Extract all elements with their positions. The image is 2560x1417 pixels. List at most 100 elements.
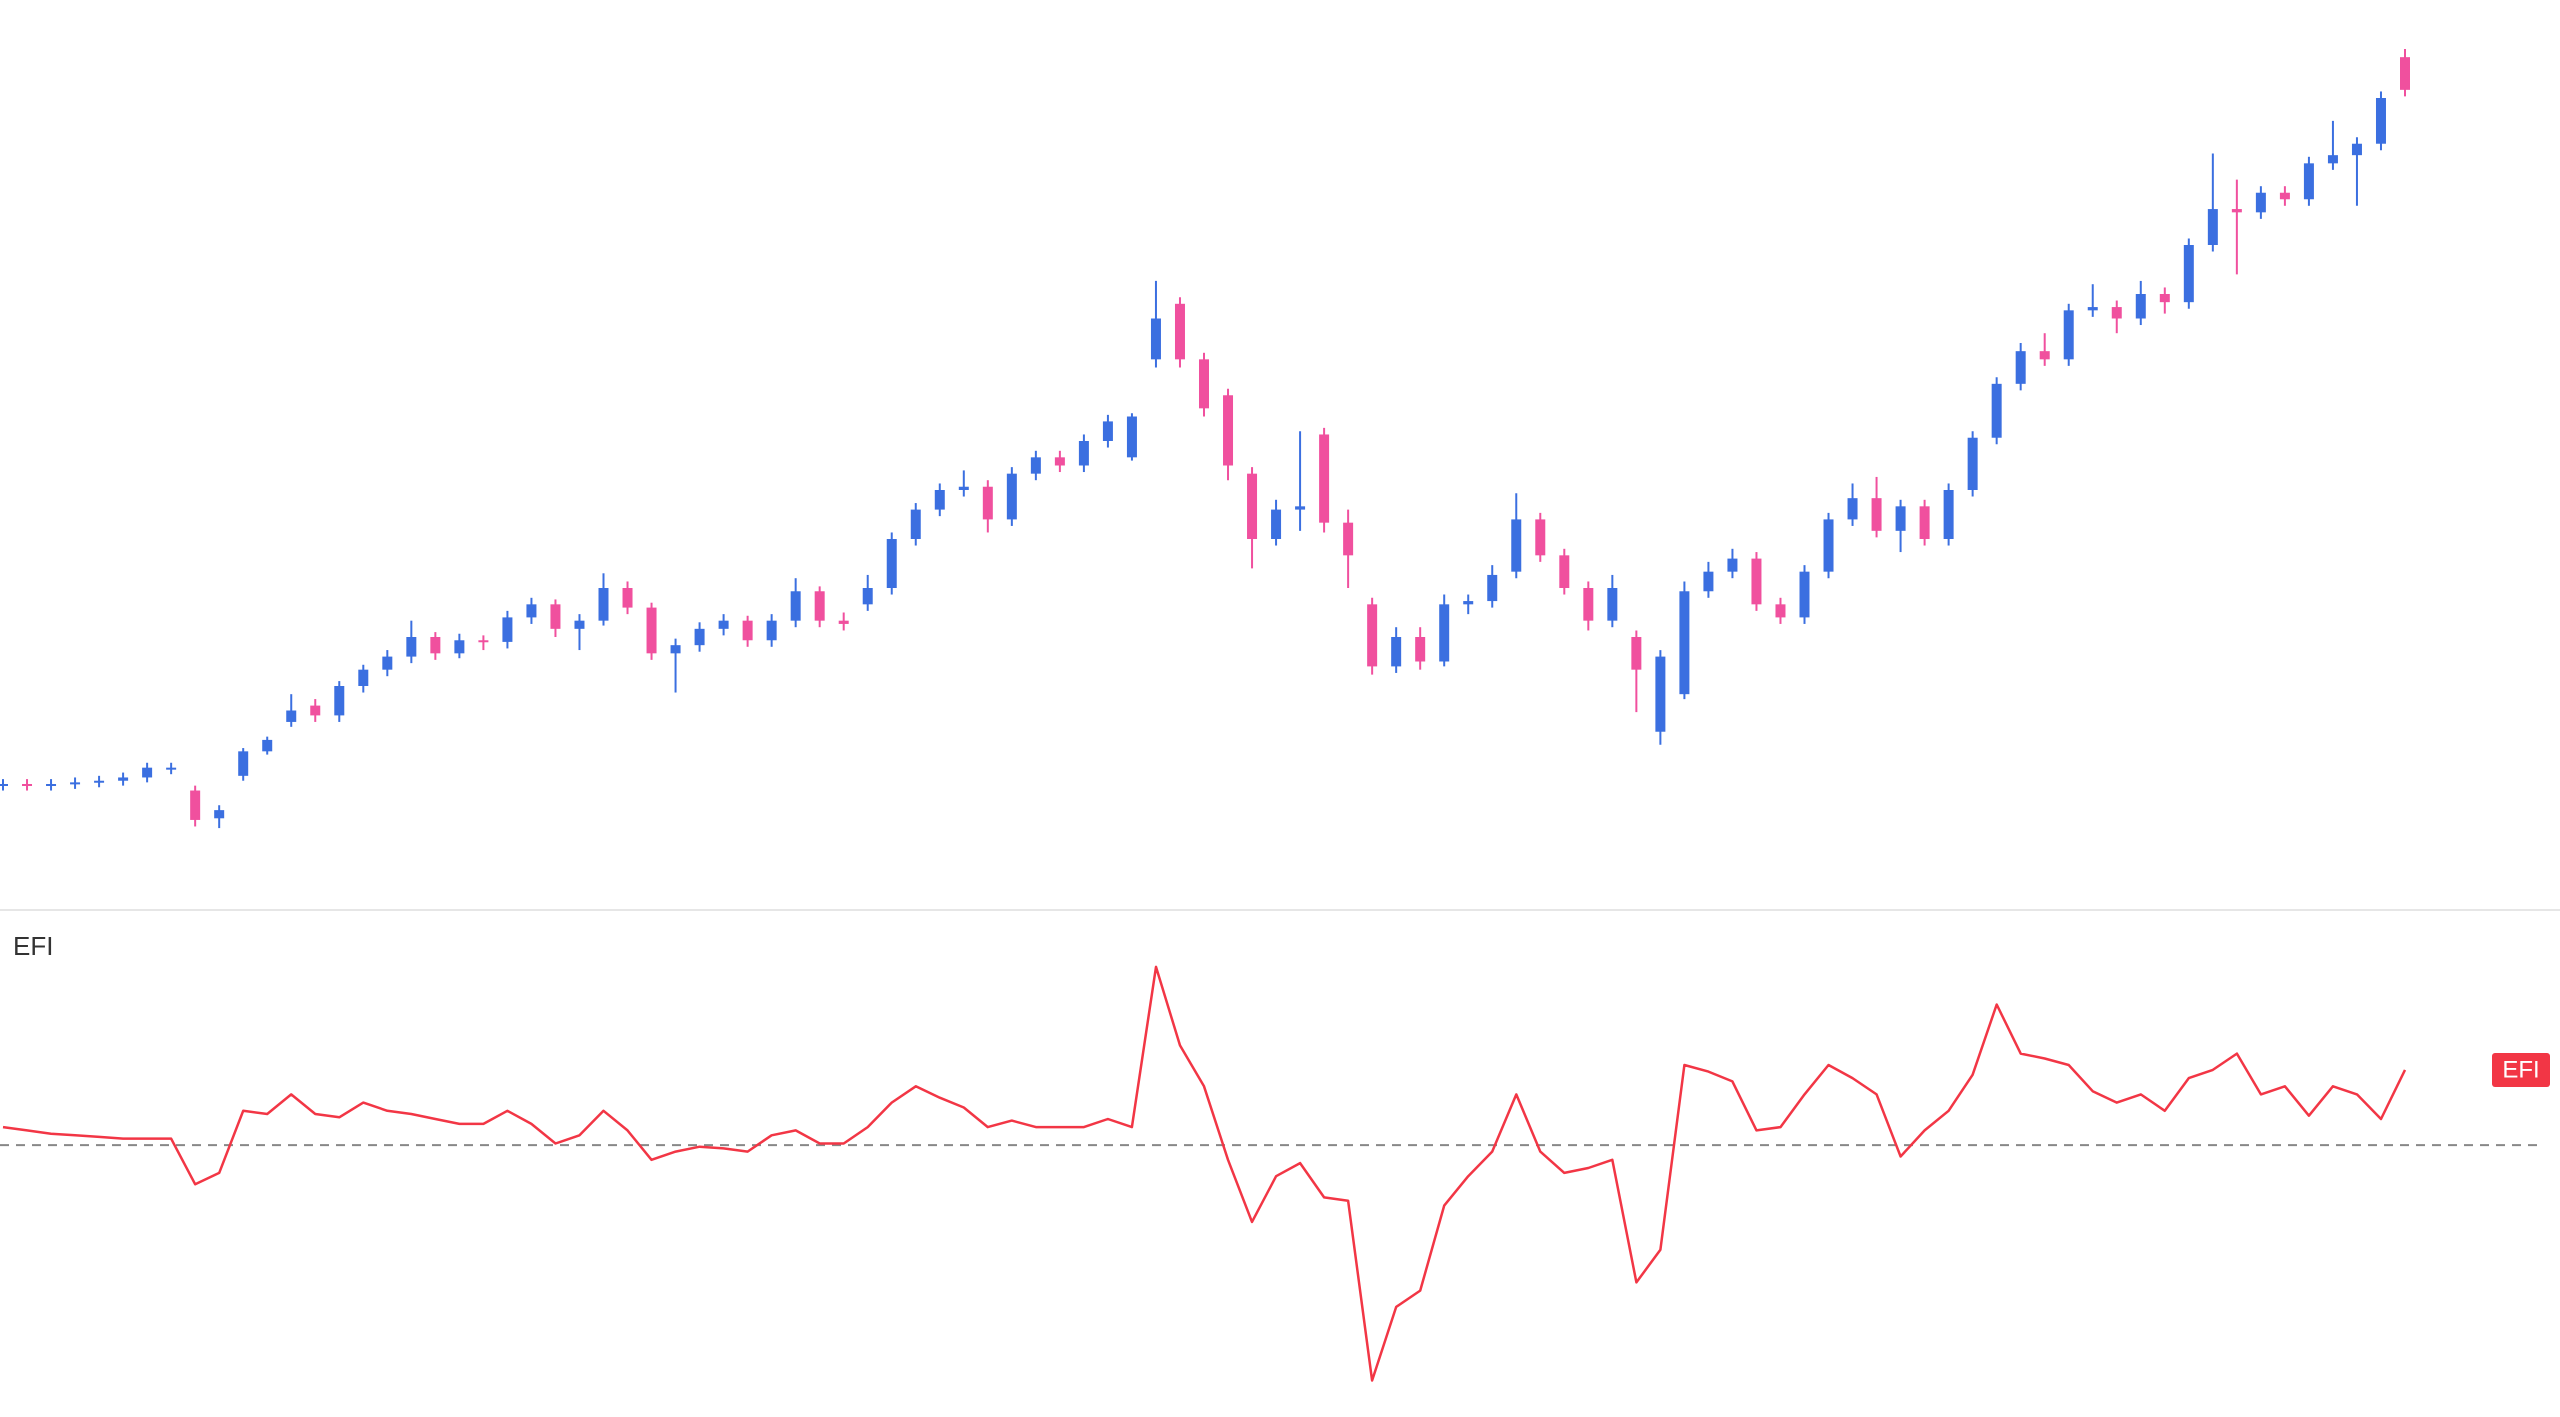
candle-body [1102,421,1113,441]
candle-body [2039,351,2050,360]
candle-body [1823,519,1834,572]
candle-body [358,669,369,686]
candle-body [2375,98,2386,144]
candle-body [598,588,609,621]
candle-body [2279,192,2290,200]
candle-body [1174,303,1185,360]
candle-body [2400,57,2410,90]
candle-body [1511,519,1522,572]
candle-body [1343,522,1354,556]
indicator-label: EFI [13,931,53,961]
candle-body [2087,307,2098,311]
candle-body [1030,457,1041,474]
candle-body [742,620,753,641]
candle-body [1631,637,1642,670]
candle-body [502,617,513,642]
candle-body [550,604,561,629]
candle-body [334,686,345,716]
candle-body [1583,588,1594,621]
candle-body [1078,441,1089,466]
candle-body [1655,656,1666,732]
candle-body [1439,604,1450,662]
candle-body [46,784,57,786]
candle-body [22,784,33,786]
candle-body [1799,571,1810,618]
candle-body [1847,498,1858,520]
candle-body [1391,637,1402,667]
candle-body [2183,245,2194,303]
candle-body [430,637,441,654]
candle-body [70,782,81,785]
candle-body [1871,498,1882,531]
candle-body [646,607,657,654]
candle-body [1126,416,1137,458]
candle-body [862,588,873,605]
candle-body [2351,143,2362,156]
candle-body [1150,318,1161,360]
candle-body [574,620,585,629]
candle-body [1487,574,1498,602]
candle-body [670,645,681,654]
candle-body [1967,437,1978,490]
candle-body [118,777,129,781]
candle-body [1775,604,1786,618]
candle-body [1535,519,1546,556]
candle-body [454,640,465,654]
candle-body [2015,351,2026,384]
candle-body [2111,307,2122,319]
candle-body [1006,473,1017,520]
candle-body [1943,490,1954,539]
candle-body [2207,209,2218,245]
candle-body [238,751,249,776]
efi-line [2,965,2407,1382]
candle-body [1247,473,1258,539]
candle-body [166,767,177,770]
candle-body [1991,383,2002,438]
candle-body [1679,591,1690,695]
candle-body [2327,155,2338,164]
candle-body [982,486,993,520]
candle-body [0,784,8,786]
candle-body [382,656,393,670]
candle-body [94,780,105,783]
candle-body [214,810,225,819]
candle-body [1199,359,1209,409]
candle-body [526,604,537,618]
candle-body [1295,506,1306,510]
candle-body [2255,192,2266,213]
candle-body [1751,558,1762,605]
candle-body [1703,571,1714,592]
candle-body [1367,604,1378,667]
value-badge [2492,1053,2550,1087]
candle-body [1271,509,1282,539]
candle-body [2135,294,2146,319]
candle-body [2159,294,2170,303]
candle-body [1463,601,1474,605]
candle-body [2303,163,2314,200]
candle-body [958,486,969,490]
candle-body [766,620,777,641]
candle-body [262,739,273,752]
candle-body [2231,209,2242,213]
candle-body [142,767,153,778]
candle-body [1919,506,1930,539]
candle-body [310,705,321,716]
candle-body [286,710,297,722]
candle-body [622,588,633,608]
candle-body [406,637,417,657]
candle-body [1559,555,1570,588]
candle-body [1415,637,1426,662]
badge-label: EFI [2502,1056,2539,1083]
candle-body [838,620,849,624]
candle-body [1054,457,1065,466]
candle-body [718,620,729,629]
candle-body [2063,310,2074,360]
candle-body [1319,434,1330,523]
candle-body [694,628,705,646]
candle-body [910,509,921,539]
candle-body [1895,506,1906,531]
candle-body [478,640,489,643]
candle-body [1727,558,1738,572]
